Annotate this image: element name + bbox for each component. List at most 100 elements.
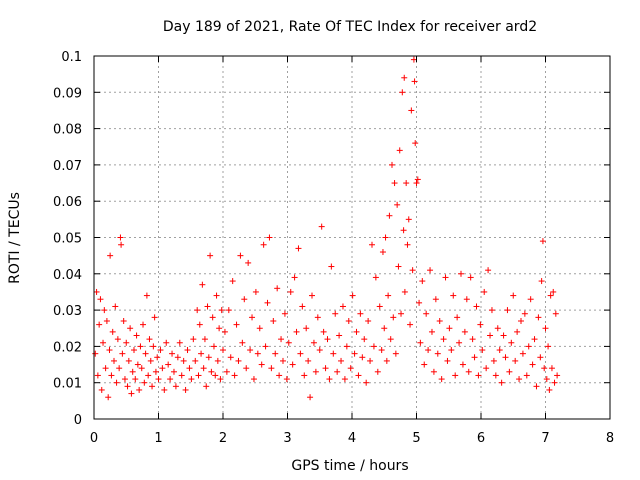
data-point (427, 267, 434, 274)
y-tick-label: 0.01 (53, 377, 82, 392)
data-point (93, 288, 100, 295)
data-point (159, 365, 166, 372)
data-point (471, 354, 478, 361)
data-point (149, 383, 156, 390)
data-point (124, 383, 131, 390)
data-point (368, 241, 375, 248)
data-point (245, 259, 252, 266)
data-point (145, 372, 152, 379)
data-point (542, 325, 549, 332)
data-point (227, 354, 234, 361)
data-point (119, 350, 126, 357)
data-point (498, 379, 505, 386)
y-tick-label: 0.02 (53, 340, 82, 355)
data-point (137, 343, 144, 350)
data-point (421, 361, 428, 368)
y-tick-label: 0.06 (53, 195, 82, 210)
data-point (142, 350, 149, 357)
data-point (481, 288, 488, 295)
data-point (349, 292, 356, 299)
data-point (120, 317, 127, 324)
data-point (276, 372, 283, 379)
data-point (425, 347, 432, 354)
data-point (307, 394, 314, 401)
data-point (129, 368, 136, 375)
data-point (465, 368, 472, 375)
data-point (548, 365, 555, 372)
data-point (134, 361, 141, 368)
data-point (488, 307, 495, 314)
data-point (169, 350, 176, 357)
data-point (176, 339, 183, 346)
data-point (374, 368, 381, 375)
data-point (551, 379, 558, 386)
data-point (508, 339, 515, 346)
data-point (192, 357, 199, 364)
data-point (419, 278, 426, 285)
data-point (326, 376, 333, 383)
y-tick-label: 0.04 (53, 268, 82, 283)
data-point (239, 339, 246, 346)
data-point (247, 347, 254, 354)
data-point (180, 357, 187, 364)
y-tick-label: 0.1 (61, 50, 82, 65)
data-point (355, 372, 362, 379)
data-point (328, 263, 335, 270)
y-tick-label: 0.05 (53, 232, 82, 247)
data-point (289, 361, 296, 368)
data-point (338, 357, 345, 364)
data-point (525, 343, 532, 350)
data-point (396, 147, 403, 154)
y-tick-label: 0 (74, 413, 82, 428)
data-point (487, 332, 494, 339)
data-point (552, 310, 559, 317)
data-point (382, 234, 389, 241)
data-point (147, 357, 154, 364)
data-point (514, 328, 521, 335)
data-point (473, 303, 480, 310)
data-point (279, 357, 286, 364)
data-point (109, 328, 116, 335)
data-point (519, 350, 526, 357)
data-point (291, 274, 298, 281)
data-point (101, 307, 108, 314)
data-point (390, 314, 397, 321)
data-point (334, 368, 341, 375)
data-point (407, 321, 414, 328)
data-point (336, 332, 343, 339)
data-point (116, 365, 123, 372)
data-point (459, 361, 466, 368)
data-point (458, 270, 465, 277)
data-point (100, 339, 107, 346)
data-point (341, 376, 348, 383)
data-point (165, 361, 172, 368)
data-point (395, 263, 402, 270)
data-point (136, 386, 143, 393)
data-point (203, 383, 210, 390)
data-point (272, 350, 279, 357)
data-point (398, 310, 405, 317)
data-point (208, 368, 215, 375)
data-point (504, 307, 511, 314)
data-point (117, 234, 124, 241)
data-point (444, 357, 451, 364)
x-axis-label: GPS time / hours (291, 458, 408, 474)
data-point (537, 354, 544, 361)
x-tick-label: 7 (541, 431, 549, 446)
data-point (118, 241, 125, 248)
data-point (123, 339, 130, 346)
data-point (363, 379, 370, 386)
x-tick-label: 1 (154, 431, 162, 446)
data-point (512, 357, 519, 364)
data-point (434, 350, 441, 357)
data-point (216, 325, 223, 332)
data-point (387, 336, 394, 343)
x-tick-label: 3 (283, 431, 291, 446)
data-point (209, 314, 216, 321)
data-point (172, 383, 179, 390)
data-point (297, 350, 304, 357)
data-point (413, 180, 420, 187)
data-point (287, 288, 294, 295)
data-point (218, 307, 225, 314)
data-point (383, 357, 390, 364)
